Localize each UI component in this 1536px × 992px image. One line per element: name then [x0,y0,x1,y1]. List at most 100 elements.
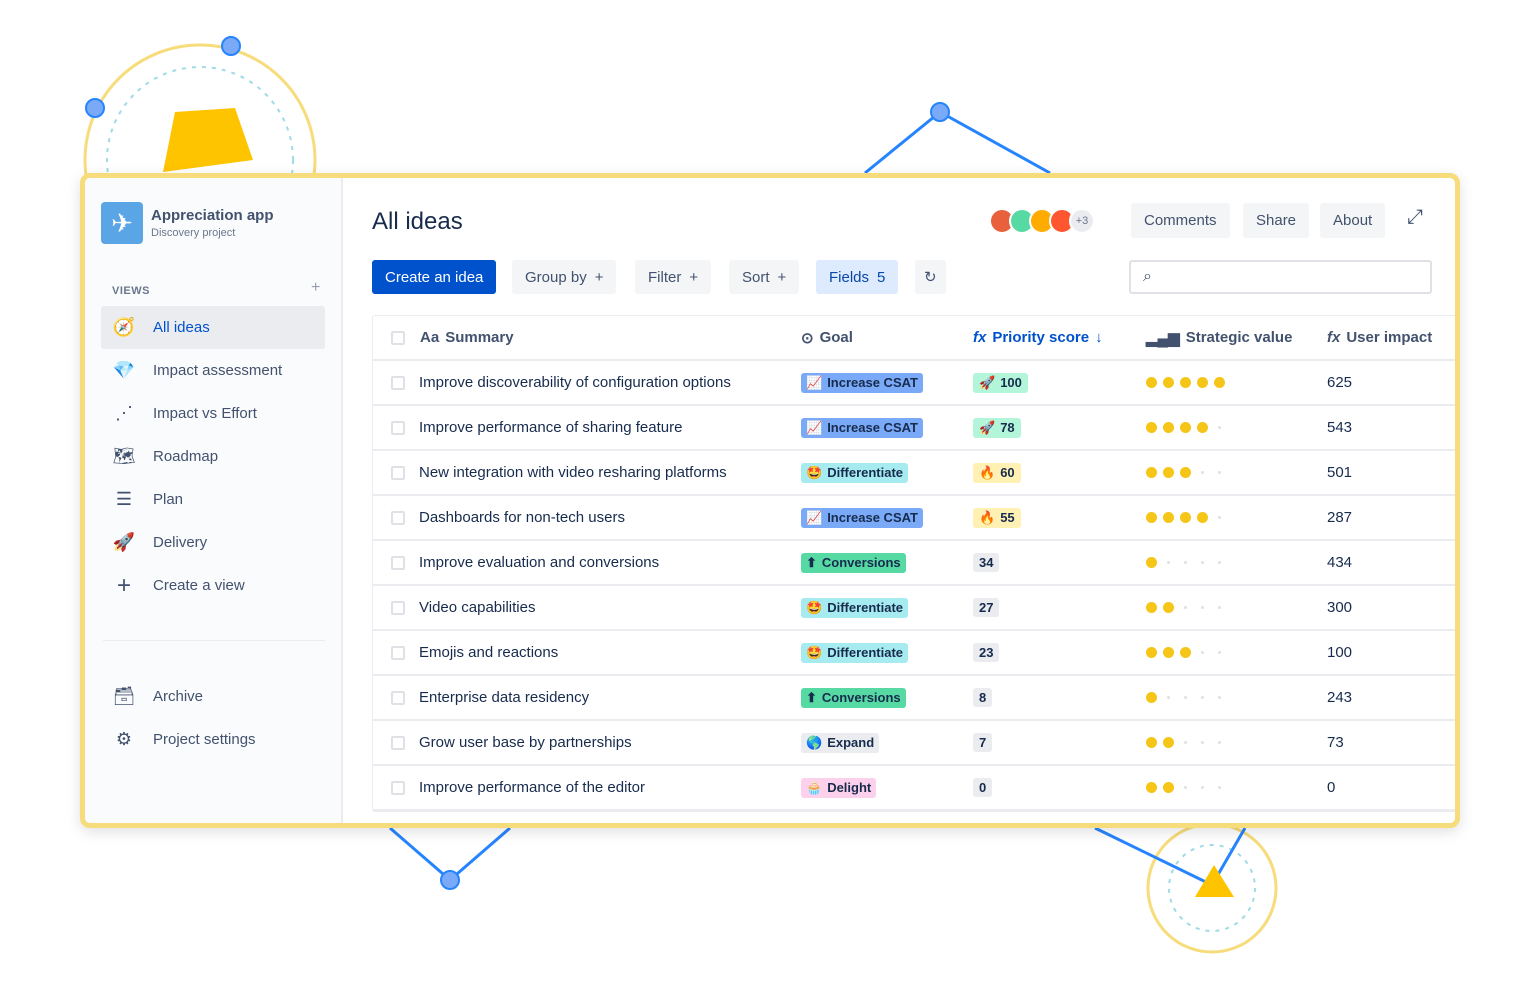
goal-tag[interactable]: 📈 Increase CSAT [801,372,923,393]
goal-tag[interactable]: 📈 Increase CSAT [801,417,923,438]
summary-cell[interactable]: Improve performance of sharing feature [419,406,682,449]
sidebar-item-impact-vs-effort[interactable]: ⋰ Impact vs Effort [101,392,325,435]
table-row[interactable]: New integration with video resharing pla… [373,451,1455,496]
rating-dot-empty [1201,741,1204,744]
search-input[interactable]: ⌕ [1129,260,1432,294]
table-row[interactable]: Improve performance of the editor 🧁 Delig… [373,766,1455,811]
goal-tag[interactable]: 🤩 Differentiate [801,462,909,483]
table-row[interactable]: Dashboards for non-tech users 📈 Increase … [373,496,1455,541]
strategic-value-rating[interactable] [1146,541,1231,584]
column-label: Strategic value [1185,329,1293,346]
column-summary[interactable]: Aa Summary [420,316,514,359]
table-row[interactable]: Improve performance of sharing feature 📈… [373,406,1455,451]
sort-button[interactable]: Sort + [729,260,800,294]
column-priority-score[interactable]: fx Priority score ↓ [973,316,1103,359]
row-checkbox[interactable] [391,780,405,795]
goal-label: Increase CSAT [827,420,918,435]
table-row[interactable]: Grow user base by partnerships 🌎 Expand 7… [373,721,1455,766]
about-button[interactable]: About [1320,203,1386,238]
goal-tag[interactable]: 🧁 Delight [801,777,877,798]
goal-tag[interactable]: 🤩 Differentiate [801,642,909,663]
strategic-value-rating[interactable] [1146,631,1231,674]
column-strategic-value[interactable]: ▂▄▆ Strategic value [1146,316,1292,359]
user-impact-cell: 100 [1327,631,1352,674]
table-row[interactable]: Improve discoverability of configuration… [373,361,1455,406]
sidebar-item-roadmap[interactable]: 🗺 Roadmap [101,435,325,478]
row-checkbox[interactable] [391,735,405,750]
summary-cell[interactable]: New integration with video resharing pla… [419,451,727,494]
comments-button[interactable]: Comments [1131,203,1230,238]
column-user-impact[interactable]: fx User impact [1327,316,1432,359]
row-checkbox[interactable] [391,600,405,615]
rating-dot-filled [1163,782,1174,793]
rating-dot-empty [1218,561,1221,564]
sidebar-item-archive[interactable]: 🗃 Archive [101,675,325,718]
summary-cell[interactable]: Dashboards for non-tech users [419,496,625,539]
sidebar-item-label: Plan [153,491,184,508]
auto-refresh-button[interactable]: ↻ [915,260,946,294]
rating-dot-filled [1146,467,1157,478]
goal-tag[interactable]: ⬆ Conversions [801,552,906,573]
summary-cell[interactable]: Improve discoverability of configuration… [419,361,731,404]
summary-cell[interactable]: Grow user base by partnerships [419,721,632,764]
strategic-value-rating[interactable] [1146,406,1231,449]
strategic-value-rating[interactable] [1146,451,1231,494]
row-checkbox[interactable] [391,510,405,525]
fields-button[interactable]: Fields 5 [816,260,899,294]
plus-icon: + [594,268,604,286]
more-avatars-count[interactable]: +3 [1069,208,1095,234]
user-impact-value: 501 [1327,464,1353,481]
sidebar-item-project-settings[interactable]: ⚙ Project settings [101,718,325,761]
rating-dot-empty [1218,651,1221,654]
priority-score-badge: 🔥 55 [973,507,1021,528]
sidebar-item-delivery[interactable]: 🚀 Delivery [101,521,325,564]
row-checkbox[interactable] [391,465,405,480]
row-checkbox[interactable] [391,690,405,705]
goal-tag[interactable]: 🌎 Expand [801,732,880,753]
group-by-button[interactable]: Group by + [512,260,617,294]
sidebar-item-all-ideas[interactable]: 🧭 All ideas [101,306,325,349]
project-name: Appreciation app [151,207,274,224]
summary-cell[interactable]: Emojis and reactions [419,631,558,674]
select-all-checkbox[interactable] [391,330,405,345]
row-checkbox[interactable] [391,645,405,660]
expand-icon[interactable]: ⤢ [1407,206,1423,228]
map-icon: 🗺 [112,446,136,466]
strategic-value-rating[interactable] [1146,496,1231,539]
summary-text: Dashboards for non-tech users [419,509,625,526]
sidebar-item-impact-assessment[interactable]: 💎 Impact assessment [101,349,325,392]
goal-tag[interactable]: 📈 Increase CSAT [801,507,923,528]
table-row[interactable]: Enterprise data residency ⬆ Conversions 8… [373,676,1455,721]
column-goal[interactable]: ⊙ Goal [801,316,853,359]
create-view-button[interactable]: + Create a view [101,564,325,607]
collaborator-avatars[interactable]: +3 [989,208,1095,234]
row-checkbox[interactable] [391,555,405,570]
table-row[interactable]: Improve evaluation and conversions ⬆ Conv… [373,541,1455,586]
strategic-value-rating[interactable] [1146,361,1231,404]
scatter-chart-icon: ⋰ [115,403,133,423]
strategic-value-rating[interactable] [1146,721,1231,764]
strategic-value-rating[interactable] [1146,586,1231,629]
strategic-value-rating[interactable] [1146,766,1231,809]
row-checkbox[interactable] [391,375,405,390]
goal-tag[interactable]: 🤩 Differentiate [801,597,909,618]
add-view-plus-icon[interactable]: + [311,279,321,296]
summary-cell[interactable]: Improve evaluation and conversions [419,541,659,584]
strategic-value-rating[interactable] [1146,676,1231,719]
summary-cell[interactable]: Video capabilities [419,586,535,629]
row-checkbox[interactable] [391,420,405,435]
goal-tag[interactable]: ⬆ Conversions [801,687,906,708]
summary-cell[interactable]: Improve performance of the editor [419,766,645,809]
plus-icon: + [777,268,787,286]
filter-button[interactable]: Filter + [635,260,712,294]
table-row[interactable]: Video capabilities 🤩 Differentiate 27 300 [373,586,1455,631]
sidebar-item-plan[interactable]: ☰ Plan [101,478,325,521]
project-header[interactable]: ✈ Appreciation app Discovery project [101,202,274,244]
rating-dot-empty [1184,786,1187,789]
user-impact-value: 543 [1327,419,1353,436]
rating-dot-filled [1146,647,1157,658]
share-button[interactable]: Share [1243,203,1310,238]
create-idea-button[interactable]: Create an idea [372,260,497,294]
summary-cell[interactable]: Enterprise data residency [419,676,589,719]
table-row[interactable]: Emojis and reactions 🤩 Differentiate 23 1… [373,631,1455,676]
